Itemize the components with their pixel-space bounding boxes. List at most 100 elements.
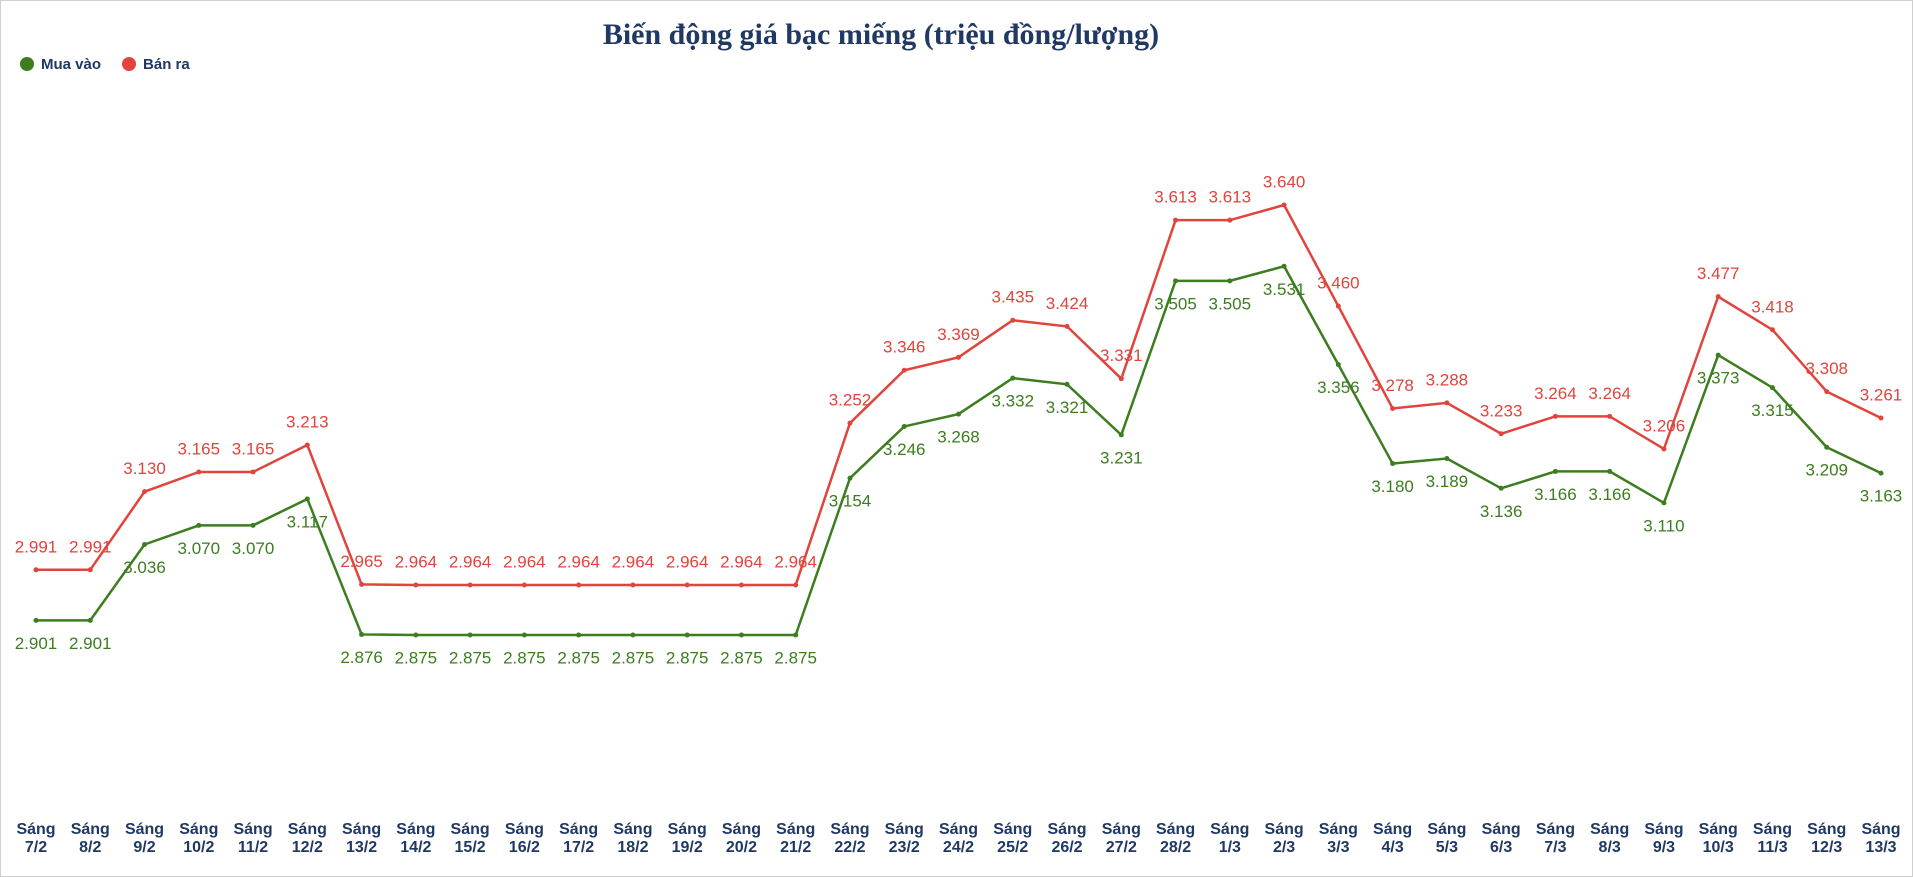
x-tick-label: Sáng 2/3 <box>1264 821 1304 856</box>
data-point <box>1118 376 1124 382</box>
legend-marker <box>122 57 137 71</box>
data-point <box>1227 217 1233 223</box>
data-label: 2.875 <box>395 648 438 667</box>
data-label: 2.875 <box>666 648 709 667</box>
data-point <box>467 582 473 588</box>
legend-marker <box>20 57 34 71</box>
data-label: 3.231 <box>1100 448 1143 467</box>
data-label: 3.531 <box>1263 280 1306 299</box>
x-tick-label: Sáng 22/2 <box>830 821 870 856</box>
data-point <box>630 582 636 588</box>
x-tick-label: Sáng 27/2 <box>1101 821 1141 856</box>
data-point <box>1824 444 1830 450</box>
data-point <box>1552 468 1558 474</box>
data-point <box>1118 432 1124 438</box>
data-point <box>901 423 907 429</box>
data-label: 3.110 <box>1643 516 1684 535</box>
data-label: 2.875 <box>503 648 546 667</box>
data-label: 3.346 <box>883 338 926 357</box>
data-label: 3.369 <box>937 325 980 344</box>
x-tick-label: Sáng 9/3 <box>1644 821 1684 856</box>
data-label: 3.268 <box>937 428 980 447</box>
data-label: 2.964 <box>503 552 546 571</box>
data-label: 3.261 <box>1860 386 1903 405</box>
data-point <box>33 617 39 623</box>
x-tick-label: Sáng 1/3 <box>1210 821 1250 856</box>
data-label: 2.875 <box>720 648 763 667</box>
legend-label: Mua vào <box>41 56 101 73</box>
data-point <box>684 582 690 588</box>
data-point <box>738 632 744 638</box>
x-tick-label: Sáng 19/2 <box>667 821 707 856</box>
data-label: 3.264 <box>1588 384 1631 403</box>
data-point <box>684 632 690 638</box>
data-point <box>1390 461 1396 467</box>
x-tick-label: Sáng 11/2 <box>233 821 273 856</box>
data-label: 3.233 <box>1480 401 1523 420</box>
data-label: 2.875 <box>774 648 817 667</box>
data-label: 2.964 <box>720 552 763 571</box>
data-point <box>196 469 202 475</box>
data-label: 2.964 <box>449 552 492 571</box>
data-label: 3.154 <box>829 492 872 511</box>
data-point <box>1824 389 1830 395</box>
data-point <box>1227 278 1233 284</box>
data-point <box>250 469 256 475</box>
data-label: 3.288 <box>1426 370 1469 389</box>
data-label: 3.332 <box>991 392 1034 411</box>
data-point <box>576 582 582 588</box>
data-point <box>413 582 419 588</box>
data-label: 3.264 <box>1534 384 1577 403</box>
data-point <box>956 411 961 417</box>
data-label: 2.901 <box>69 634 112 653</box>
x-tick-label: Sáng 24/2 <box>938 821 979 856</box>
data-label: 3.165 <box>232 439 275 458</box>
x-tick-label: Sáng 12/3 <box>1807 821 1847 856</box>
data-point <box>142 489 148 495</box>
x-tick-label: Sáng 13/2 <box>342 821 382 856</box>
data-point <box>1390 405 1396 411</box>
data-point <box>87 567 93 573</box>
data-label: 2.964 <box>612 552 655 571</box>
data-point <box>1173 278 1179 284</box>
x-tick-label: Sáng 6/3 <box>1481 821 1521 856</box>
x-tick-label: Sáng 12/2 <box>287 821 327 856</box>
data-label: 3.373 <box>1697 369 1740 388</box>
data-point <box>1498 431 1504 437</box>
data-label: 3.356 <box>1317 378 1360 397</box>
data-label: 3.117 <box>287 512 328 531</box>
data-point <box>521 582 527 588</box>
x-tick-label: Sáng 28/2 <box>1155 821 1196 856</box>
x-tick-label: Sáng 16/2 <box>504 821 544 856</box>
data-label: 3.166 <box>1534 485 1577 504</box>
data-label: 3.246 <box>883 440 926 459</box>
data-label: 2.964 <box>557 552 600 571</box>
data-label: 3.640 <box>1263 172 1306 191</box>
data-point <box>1064 381 1070 387</box>
data-label: 3.321 <box>1046 398 1089 417</box>
data-label: 2.965 <box>340 552 383 571</box>
data-label: 3.424 <box>1046 294 1089 313</box>
data-label: 3.308 <box>1805 359 1848 378</box>
data-label: 3.209 <box>1805 461 1848 480</box>
data-label: 2.964 <box>774 552 817 571</box>
data-label: 2.875 <box>612 648 655 667</box>
data-point <box>1715 352 1721 358</box>
data-point <box>1444 400 1450 406</box>
data-point <box>142 542 148 548</box>
data-label: 3.189 <box>1426 472 1469 491</box>
data-label: 3.477 <box>1697 264 1740 283</box>
data-label: 2.991 <box>69 537 112 556</box>
x-tick-label: Sáng 11/3 <box>1752 821 1793 856</box>
data-point <box>1607 468 1613 474</box>
x-tick-label: Sáng 20/2 <box>721 821 761 856</box>
data-point <box>467 632 473 638</box>
data-label: 3.070 <box>178 539 221 558</box>
data-point <box>1715 294 1721 300</box>
x-tick-label: Sáng 3/3 <box>1318 821 1358 856</box>
x-tick-label: Sáng 10/3 <box>1698 821 1738 856</box>
data-point <box>630 632 636 638</box>
data-label: 3.166 <box>1588 485 1631 504</box>
